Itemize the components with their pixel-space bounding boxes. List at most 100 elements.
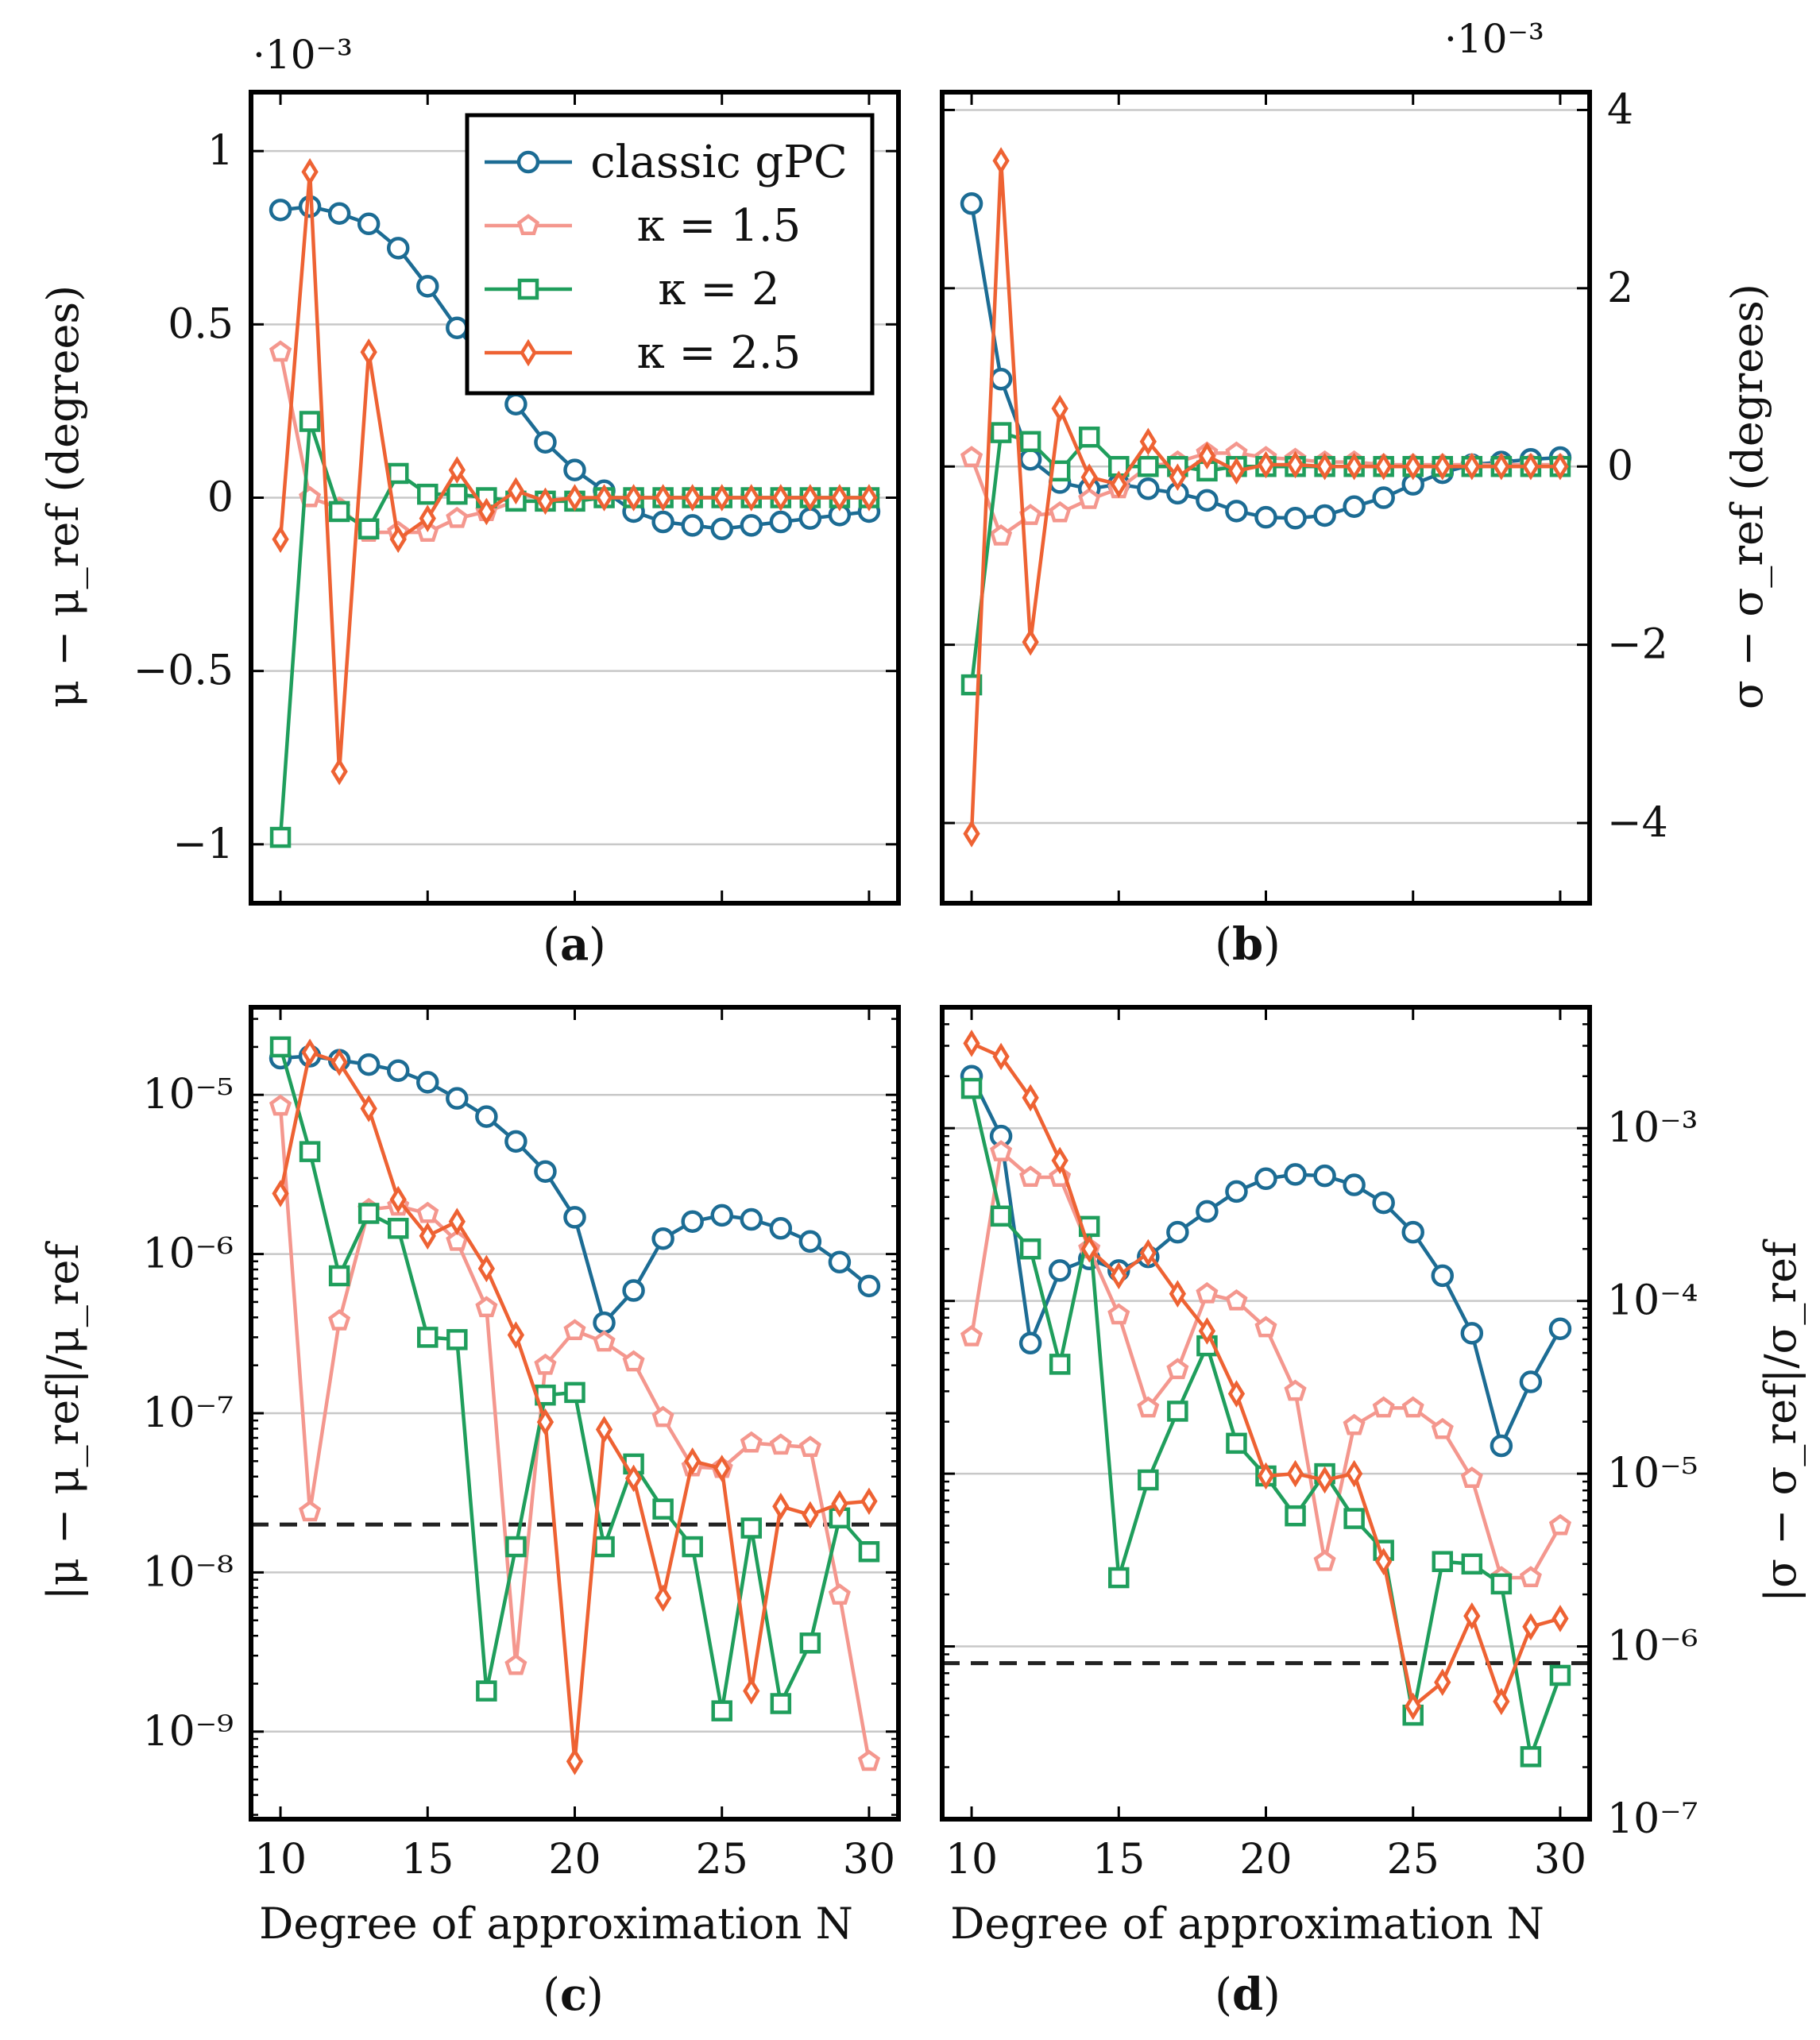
- data-point-b-k25: [1257, 450, 1275, 479]
- data-point-a-k15: [446, 506, 469, 528]
- data-point-a-classic: [327, 202, 351, 225]
- data-point-d-k2: [1490, 1573, 1513, 1595]
- data-point-c-k25: [860, 1487, 878, 1516]
- data-point-c-k25: [684, 1447, 701, 1475]
- data-point-d-k15: [960, 1325, 983, 1346]
- series-line-c-k2: [278, 1046, 871, 1713]
- data-point-a-classic: [740, 514, 763, 537]
- data-point-d-k25: [1139, 1238, 1157, 1267]
- data-point-a-k25: [743, 484, 760, 512]
- legend-label-k15: κ = 1.5: [637, 200, 802, 252]
- data-point-b-k25: [1345, 452, 1363, 481]
- xtick-label-c: 20: [548, 1836, 601, 1884]
- data-point-c-k15: [593, 1330, 616, 1352]
- data-point-b-k15: [1049, 500, 1072, 523]
- data-point-b-k25: [1080, 463, 1098, 491]
- data-point-b-classic: [1196, 489, 1219, 512]
- data-point-a-classic: [798, 507, 822, 530]
- data-point-d-k25: [1522, 1613, 1540, 1641]
- data-point-c-classic: [563, 1206, 586, 1229]
- data-point-b-k25: [1227, 457, 1246, 485]
- ytick-label-b: 4: [1607, 86, 1633, 133]
- data-point-c-k25: [477, 1254, 496, 1283]
- data-point-c-k2: [505, 1536, 527, 1558]
- data-point-c-classic: [593, 1311, 616, 1335]
- panel-d: 10⁻⁷ 10⁻⁶ 10⁻⁵ 10⁻⁴ 10⁻³ 10 15 20 25 30: [940, 1005, 1698, 1884]
- data-point-c-k2: [564, 1381, 585, 1404]
- data-point-c-classic: [828, 1250, 852, 1273]
- data-point-c-k2: [682, 1536, 703, 1558]
- caption-a-close: ): [589, 919, 606, 971]
- data-point-c-k15: [416, 1201, 439, 1223]
- data-point-c-classic: [710, 1204, 733, 1227]
- panel-c: 10⁻⁹ 10⁻⁸ 10⁻⁷ 10⁻⁶ 10⁻⁵ 10 15 20 25 30: [143, 1005, 901, 1884]
- data-point-b-k25: [1169, 463, 1187, 491]
- data-point-c-k2: [357, 1203, 380, 1224]
- data-point-c-k25: [743, 1677, 760, 1705]
- data-point-d-k25: [1022, 1084, 1039, 1112]
- caption-b: b: [1232, 918, 1263, 971]
- ytick-label-a: −1: [172, 821, 234, 868]
- data-point-c-k25: [301, 1038, 319, 1066]
- data-point-c-k15: [857, 1749, 881, 1771]
- caption-a-open: (: [543, 919, 560, 971]
- series-d-classic: [960, 1064, 1572, 1458]
- data-point-a-k25: [713, 484, 731, 512]
- data-point-d-classic: [1401, 1220, 1424, 1244]
- data-point-c-k25: [831, 1489, 848, 1518]
- data-point-b-k15: [960, 446, 983, 467]
- data-point-a-classic: [563, 458, 586, 481]
- series-a-classic: [269, 195, 881, 541]
- xtick-label-d: 15: [1092, 1836, 1145, 1884]
- data-point-c-classic: [651, 1227, 674, 1250]
- ytick-label-d: 10⁻⁷: [1607, 1795, 1698, 1843]
- data-point-b-k25: [1051, 395, 1068, 423]
- data-point-a-k25: [566, 484, 584, 512]
- legend-marker-k2: [517, 278, 539, 300]
- data-point-d-k25: [963, 1030, 980, 1057]
- data-point-a-k25: [684, 484, 701, 512]
- ytick-label-d: 10⁻³: [1607, 1104, 1698, 1152]
- data-point-d-k2: [1520, 1746, 1542, 1768]
- data-point-d-k25: [1345, 1459, 1363, 1488]
- caption-d-open: (: [1215, 1969, 1232, 2021]
- series-line-b-k25: [969, 159, 1560, 834]
- data-point-a-k25: [772, 484, 790, 512]
- data-point-d-k15: [1019, 1165, 1042, 1187]
- data-point-b-classic: [1313, 504, 1336, 527]
- caption-b-close: ): [1263, 919, 1281, 971]
- data-point-c-k15: [769, 1433, 792, 1455]
- data-point-a-k25: [536, 487, 555, 516]
- legend-item-classic: classic gPC: [485, 137, 848, 188]
- data-point-b-k25: [1375, 452, 1393, 481]
- data-point-c-k2: [770, 1693, 792, 1714]
- data-point-b-classic: [1343, 495, 1366, 518]
- data-point-a-k25: [831, 484, 848, 512]
- data-point-c-k2: [269, 1036, 292, 1058]
- data-point-a-k25: [419, 504, 436, 532]
- data-point-b-classic: [1225, 500, 1248, 523]
- data-point-d-k15: [1431, 1417, 1454, 1439]
- data-point-c-k25: [507, 1321, 525, 1349]
- data-point-d-k25: [1051, 1146, 1068, 1175]
- data-point-a-k25: [360, 338, 377, 366]
- data-point-c-classic: [740, 1207, 763, 1231]
- data-point-a-k25: [507, 477, 525, 505]
- data-point-d-k25: [1286, 1459, 1304, 1488]
- data-point-d-k15: [1284, 1379, 1307, 1401]
- data-point-d-k25: [1434, 1668, 1451, 1696]
- data-point-a-k25: [624, 484, 643, 512]
- ylabel-d: |σ − σ_ref|/σ_ref: [1756, 1238, 1806, 1602]
- data-point-d-classic: [1372, 1191, 1395, 1215]
- data-point-c-k2: [858, 1541, 880, 1563]
- data-point-b-classic: [960, 191, 983, 215]
- data-point-c-k2: [299, 1141, 321, 1162]
- data-point-b-k25: [1493, 452, 1510, 481]
- multiplier-a: ·10⁻³: [253, 32, 353, 78]
- data-point-c-classic: [798, 1230, 822, 1253]
- data-point-d-classic: [1284, 1163, 1307, 1186]
- data-point-a-classic: [504, 392, 527, 415]
- data-point-d-k25: [1080, 1234, 1098, 1263]
- data-point-d-k2: [1049, 1354, 1071, 1375]
